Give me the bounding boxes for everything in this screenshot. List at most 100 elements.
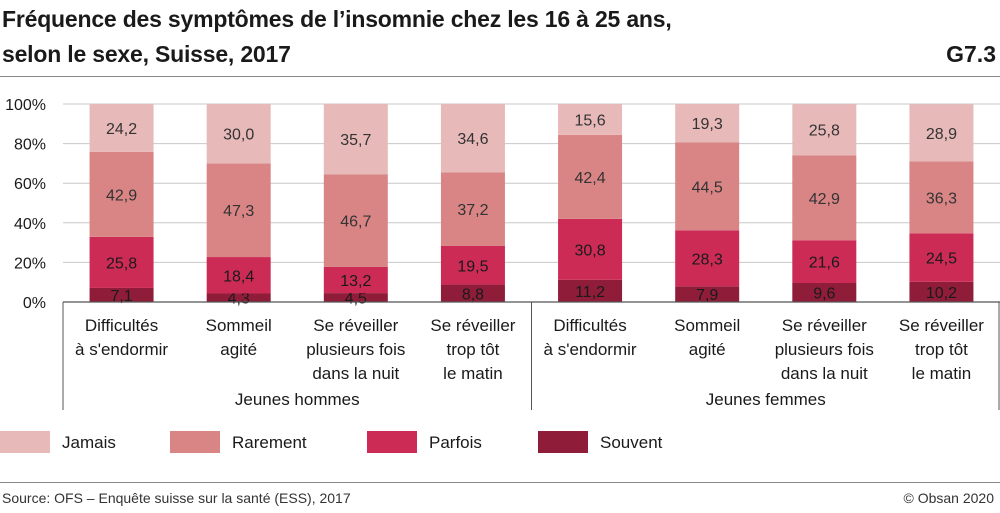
bar-segment-parfois (89, 236, 154, 288)
title-divider (0, 76, 1000, 77)
data-label-rarement: 42,4 (574, 170, 605, 187)
data-label-souvent: 8,8 (462, 286, 484, 303)
category-label: Sommeil (206, 316, 272, 335)
data-label-rarement: 42,9 (106, 187, 137, 204)
data-label-parfois: 18,4 (223, 268, 254, 285)
category-label: Sommeil (674, 316, 740, 335)
category-label: à s'endormir (75, 340, 168, 359)
category-label: trop tôt (915, 340, 968, 359)
category-label: agité (220, 340, 257, 359)
bar-segment-jamais (440, 103, 505, 173)
y-tick-label: 0% (23, 295, 46, 312)
legend-label-rarement: Rarement (232, 433, 307, 452)
category-label: Se réveiller (782, 316, 867, 335)
category-label: agité (689, 340, 726, 359)
data-label-rarement: 36,3 (926, 190, 957, 207)
chart-title: Fréquence des symptômes de l’insomnie ch… (2, 2, 672, 72)
bar-segment-jamais (558, 104, 623, 135)
data-label-souvent: 10,2 (926, 285, 957, 302)
category-label: Se réveiller (430, 316, 515, 335)
bar-segment-jamais (89, 104, 154, 152)
data-label-jamais: 25,8 (809, 123, 840, 140)
data-label-parfois: 25,8 (106, 255, 137, 272)
legend-label-souvent: Souvent (600, 433, 663, 452)
bar-segment-souvent (792, 282, 857, 302)
data-label-rarement: 37,2 (457, 202, 488, 219)
data-label-rarement: 46,7 (340, 214, 371, 231)
category-label: trop tôt (446, 340, 499, 359)
bar-segment-souvent (909, 281, 974, 302)
bar-segment-jamais (675, 104, 740, 143)
y-tick-label: 20% (14, 255, 46, 272)
data-label-parfois: 19,5 (457, 258, 488, 275)
y-tick-label: 80% (14, 137, 46, 154)
category-label: le matin (912, 364, 972, 383)
chart-code: G7.3 (946, 41, 996, 67)
chart-title-line-2: selon le sexe, Suisse, 2017 (2, 41, 291, 67)
data-label-jamais: 34,6 (457, 131, 488, 148)
bar-segment-souvent (323, 293, 388, 302)
data-label-parfois: 30,8 (574, 242, 605, 259)
bar-segment-jamais (206, 104, 271, 164)
bar-segment-parfois (675, 230, 740, 287)
data-label-parfois: 21,6 (809, 255, 840, 272)
bar-segment-souvent (558, 279, 623, 302)
data-label-souvent: 7,1 (110, 288, 132, 305)
bar-segment-souvent (89, 287, 154, 302)
group-label: Jeunes femmes (706, 390, 826, 409)
data-label-jamais: 15,6 (574, 112, 605, 129)
category-label: le matin (443, 364, 503, 383)
legend-swatch-jamais (0, 431, 50, 453)
bar-segment-jamais (323, 103, 388, 175)
data-label-souvent: 4,5 (345, 291, 367, 308)
data-label-rarement: 47,3 (223, 203, 254, 220)
data-label-jamais: 35,7 (340, 132, 371, 149)
data-label-jamais: 19,3 (692, 116, 723, 133)
data-label-souvent: 11,2 (575, 284, 605, 301)
bar-segment-jamais (792, 104, 857, 156)
data-label-jamais: 24,2 (106, 121, 137, 138)
y-tick-label: 60% (14, 176, 46, 193)
data-label-parfois: 28,3 (692, 251, 723, 268)
bar-segment-rarement (89, 151, 154, 237)
bar-segment-souvent (675, 286, 740, 302)
category-label: plusieurs fois (306, 340, 405, 359)
data-label-rarement: 44,5 (692, 179, 723, 196)
bar-segment-parfois (909, 233, 974, 282)
bar-segment-parfois (558, 218, 623, 280)
category-label: Se réveiller (313, 316, 398, 335)
category-label: Difficultés (85, 316, 158, 335)
legend-swatch-souvent (538, 431, 588, 453)
legend-label-parfois: Parfois (429, 433, 482, 452)
data-label-jamais: 30,0 (223, 127, 254, 144)
bar-segment-parfois (792, 240, 857, 283)
source-note: Source: OFS – Enquête suisse sur la sant… (2, 490, 351, 506)
bar-segment-rarement (909, 161, 974, 234)
data-label-souvent: 4,3 (228, 291, 250, 308)
bar-segment-souvent (206, 293, 271, 302)
category-label: plusieurs fois (775, 340, 874, 359)
data-label-parfois: 24,5 (926, 251, 957, 268)
legend-swatch-parfois (367, 431, 417, 453)
category-label: à s'endormir (544, 340, 637, 359)
bar-segment-rarement (440, 172, 505, 246)
copyright-note: © Obsan 2020 (903, 490, 995, 506)
data-label-parfois: 13,2 (340, 273, 371, 290)
group-label: Jeunes hommes (235, 390, 360, 409)
data-label-souvent: 9,6 (813, 285, 835, 302)
bar-segment-rarement (792, 155, 857, 241)
footer-divider (0, 482, 1000, 483)
bar-segment-rarement (206, 163, 271, 258)
data-label-souvent: 7,9 (696, 287, 718, 304)
category-label: Difficultés (553, 316, 626, 335)
category-label: dans la nuit (781, 364, 868, 383)
category-label: dans la nuit (312, 364, 399, 383)
data-label-rarement: 42,9 (809, 191, 840, 208)
bar-segment-jamais (909, 104, 974, 162)
y-tick-label: 40% (14, 216, 46, 233)
bar-segment-parfois (206, 257, 271, 294)
category-label: Se réveiller (899, 316, 984, 335)
bar-segment-rarement (675, 142, 740, 231)
bar-segment-parfois (323, 266, 388, 294)
